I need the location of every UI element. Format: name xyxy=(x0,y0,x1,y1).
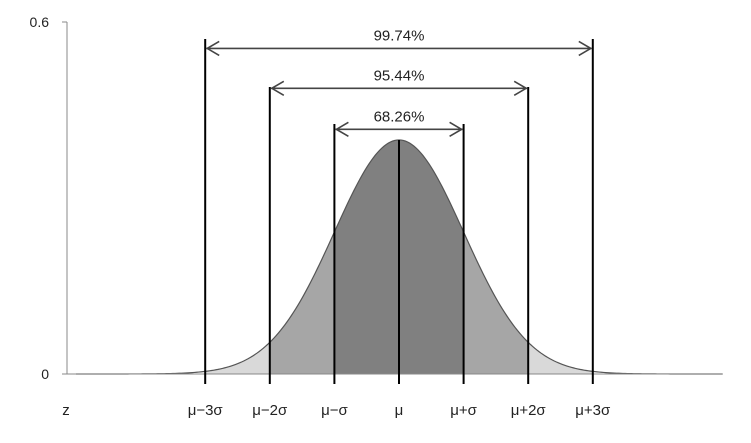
axes xyxy=(62,21,723,375)
interval-arrowhead-right-2 xyxy=(449,121,464,138)
x-tick-label: μ−σ xyxy=(321,402,348,419)
density-curve xyxy=(76,139,722,375)
tick-labels: 0 0.6 z μ−3σ μ−2σ μ−σ μ μ+σ μ+2σ μ+3σ xyxy=(30,14,612,419)
interval-label: 99.74% xyxy=(374,27,425,44)
y-tick-label: 0 xyxy=(41,366,49,382)
x-tick-label: μ−2σ xyxy=(252,402,288,419)
interval-label: 68.26% xyxy=(374,108,425,125)
interval-label: 95.44% xyxy=(374,67,425,84)
interval-arrowhead-left-1 xyxy=(270,80,285,96)
x-tick-label: μ xyxy=(395,402,404,419)
curve-layer xyxy=(76,139,722,375)
x-tick-label: μ−3σ xyxy=(188,402,224,419)
sigma-lines xyxy=(204,39,594,384)
x-tick-label: μ+σ xyxy=(450,402,477,419)
x-tick-label: μ+3σ xyxy=(575,402,611,419)
y-tick-label: 0.6 xyxy=(30,14,50,30)
interval-arrowhead-right-0 xyxy=(578,40,593,57)
interval-arrowhead-right-1 xyxy=(513,80,528,96)
x-axis-label: z xyxy=(62,402,70,419)
interval-arrows: 99.74% 95.44% 68.26% xyxy=(205,27,593,138)
x-tick-label: μ+2σ xyxy=(511,402,547,419)
interval-arrowhead-left-0 xyxy=(205,40,220,57)
interval-arrowhead-left-2 xyxy=(334,121,349,138)
